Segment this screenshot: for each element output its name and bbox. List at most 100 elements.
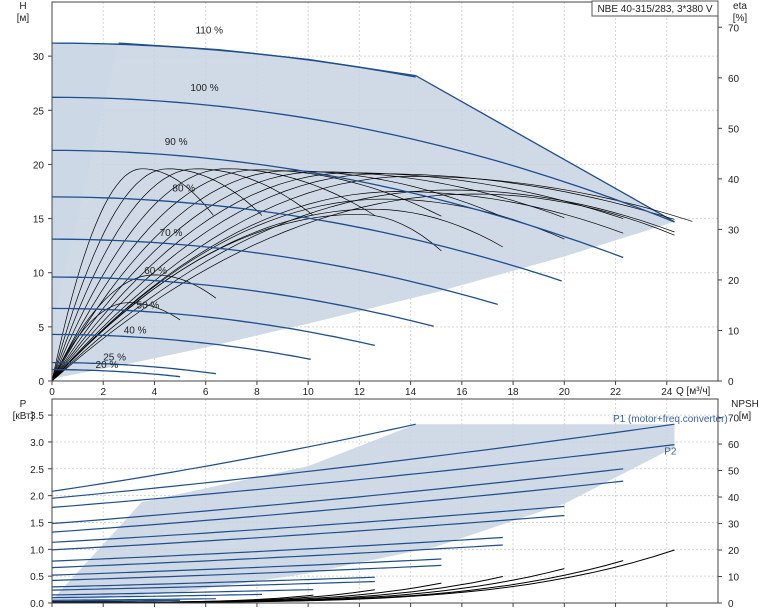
y-axis-title-h: H xyxy=(19,1,26,12)
power-curve xyxy=(51,505,565,543)
power-curve xyxy=(51,580,375,591)
y2-tick-label: 30 xyxy=(728,225,740,236)
x-tick-label: 18 xyxy=(508,387,520,398)
power-curve xyxy=(51,536,503,562)
eta-curve xyxy=(51,176,693,382)
speed-curve xyxy=(51,42,416,78)
x-tick-label: 20 xyxy=(559,387,571,398)
speed-curve xyxy=(51,307,375,347)
eta-curve xyxy=(51,168,375,382)
plot-frame-top xyxy=(51,1,719,382)
y2-tick-label: 30 xyxy=(728,520,740,531)
y2-axis-title-npsh: NPSH xyxy=(731,399,759,410)
speed-curve-label: 110 % xyxy=(195,25,223,36)
speed-curve-label: 80 % xyxy=(172,184,195,195)
x-tick-label: 24 xyxy=(661,387,673,398)
y-tick-label: 3.0 xyxy=(30,438,44,449)
power-curve xyxy=(51,544,503,569)
speed-curve-label: 50 % xyxy=(137,300,160,311)
x-tick-label: 14 xyxy=(405,387,417,398)
operating-area-head xyxy=(52,43,675,379)
y2-tick-label: 40 xyxy=(728,175,740,186)
eta-curve xyxy=(51,302,181,382)
speed-curve xyxy=(51,333,311,360)
x-tick-label: 6 xyxy=(203,387,209,398)
x-axis-title-q: Q [м³/ч] xyxy=(676,386,711,397)
y2-tick-label: 60 xyxy=(728,440,740,451)
series-label: P1 (motor+freq.converter) xyxy=(613,414,728,425)
power-curve xyxy=(51,564,442,582)
y-axis-title-p: P xyxy=(20,399,27,410)
y2-axis-unit-npsh: [м] xyxy=(739,411,752,422)
eta-curve xyxy=(51,193,675,382)
npsh-curve xyxy=(52,549,675,603)
power-curve xyxy=(51,589,314,596)
power-curve xyxy=(51,444,675,508)
y2-tick-label: 70 xyxy=(728,23,740,34)
y-tick-label: 0.5 xyxy=(30,572,44,583)
power-curve xyxy=(51,468,624,525)
speed-curve xyxy=(51,196,562,282)
y-tick-label: 0 xyxy=(38,377,44,388)
speed-curve-label: 70 % xyxy=(160,228,183,239)
y2-tick-label: 0 xyxy=(728,599,734,610)
speed-curve-label: 20 % xyxy=(96,360,119,371)
axis-labels: H [м] eta [%] Q [м³/ч] P [кВт] NPSH [м] xyxy=(13,1,759,422)
plot-frame-bottom xyxy=(51,398,719,604)
eta-curve xyxy=(51,168,263,382)
model-title: NBE 40-315/283, 3*380 V xyxy=(597,4,712,15)
y-tick-label: 3.5 xyxy=(30,411,44,422)
speed-curve xyxy=(51,238,498,306)
power-npsh-panel: P1 (motor+freq.converter) P2 0.0 0.5 1.0 1.5 2… xyxy=(30,398,740,610)
operating-area-power xyxy=(52,424,675,602)
y-tick-label: 25 xyxy=(33,106,45,117)
y-tick-label: 15 xyxy=(33,215,45,226)
y-tick-label: 10 xyxy=(33,269,45,280)
speed-curve xyxy=(51,276,434,327)
x-tick-label: 16 xyxy=(456,387,468,398)
power-curve xyxy=(51,423,675,499)
y-tick-label: 2.0 xyxy=(30,492,44,503)
power-curve xyxy=(51,480,624,533)
y2-tick-label: 10 xyxy=(728,326,740,337)
speed-curve xyxy=(51,96,675,223)
x-tick-label: 22 xyxy=(610,387,622,398)
speed-curve xyxy=(52,361,216,375)
x-tick-label: 8 xyxy=(254,387,260,398)
y2-tick-label: 40 xyxy=(728,493,740,504)
power-curve xyxy=(52,599,181,603)
y2-tick-label: 0 xyxy=(728,377,734,388)
speed-curve-label: 40 % xyxy=(124,325,147,336)
eta-curve xyxy=(51,191,624,382)
power-curve xyxy=(51,514,565,551)
eta-curve xyxy=(51,168,314,382)
y-tick-label: 0.0 xyxy=(30,599,44,610)
y-tick-label: 5 xyxy=(38,323,44,334)
y2-tick-label: 20 xyxy=(728,276,740,287)
speed-curve xyxy=(52,368,181,378)
eta-curve xyxy=(51,172,624,382)
y-axis-unit-h: [м] xyxy=(17,13,30,24)
y2-tick-label: 70 xyxy=(728,414,740,425)
x-tick-label: 2 xyxy=(100,387,106,398)
y2-tick-label: 50 xyxy=(728,467,740,478)
power-curve xyxy=(51,576,375,588)
y2-axis-title-eta: eta xyxy=(733,1,747,12)
eta-curve xyxy=(51,213,442,382)
power-curve xyxy=(51,593,263,599)
head-efficiency-panel: 110 %100 %90 %80 %70 %60 %50 %40 %25 %20… xyxy=(33,1,740,398)
eta-curve xyxy=(51,168,214,382)
eta-curve xyxy=(51,189,675,382)
y2-tick-label: 10 xyxy=(728,573,740,584)
x-tick-label: 0 xyxy=(49,387,55,398)
y-axis-unit-p: [кВт] xyxy=(13,411,34,422)
power-curve xyxy=(52,598,216,601)
y2-tick-label: 20 xyxy=(728,546,740,557)
speed-curve-label: 60 % xyxy=(144,266,167,277)
y-tick-label: 2.5 xyxy=(30,465,44,476)
power-curve xyxy=(51,423,416,492)
y-tick-label: 30 xyxy=(33,52,45,63)
power-curve xyxy=(51,558,442,576)
speed-curve-label: 90 % xyxy=(165,137,188,148)
